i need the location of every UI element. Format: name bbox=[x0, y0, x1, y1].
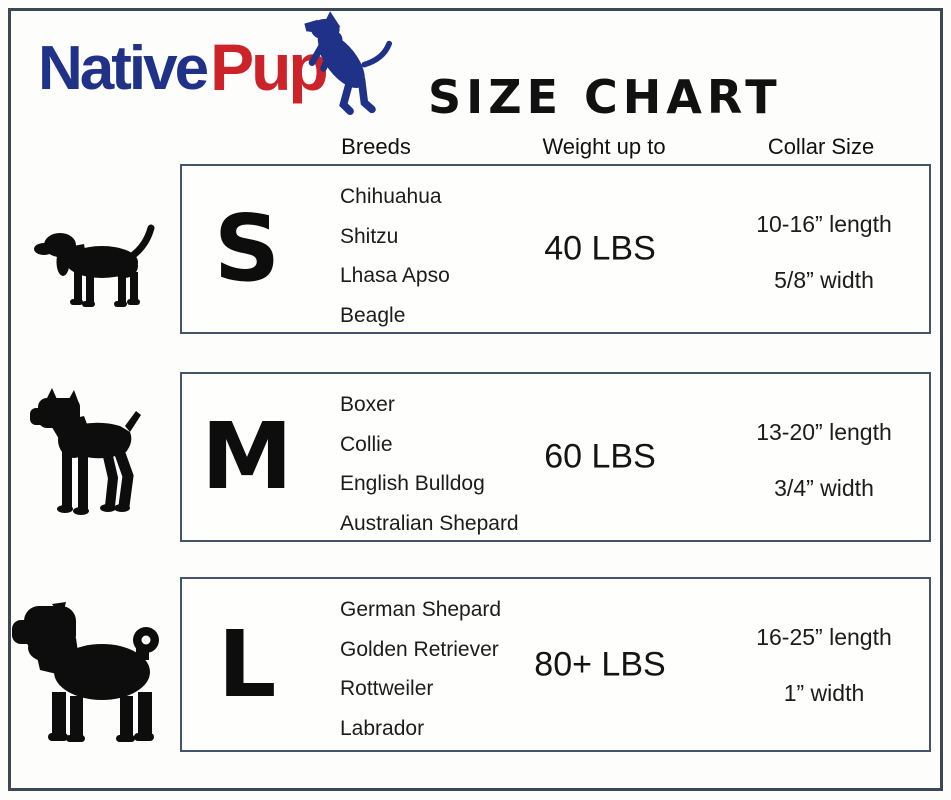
collar-size-large: 16-25” length 1” width bbox=[717, 579, 931, 750]
breed-item: Labrador bbox=[340, 716, 425, 740]
size-label-l: L bbox=[217, 610, 277, 718]
breed-item: Chihuahua bbox=[340, 185, 442, 208]
collar-width: 5/8” width bbox=[774, 267, 874, 293]
brand-logo: Native Pup bbox=[38, 30, 329, 104]
breed-item: Golden Retriever bbox=[340, 637, 499, 661]
collar-length: 16-25” length bbox=[756, 624, 892, 650]
collar-size-small: 10-16” length 5/8” width bbox=[717, 166, 931, 332]
collar-width: 1” width bbox=[783, 680, 865, 706]
brand-name-pup: Pup bbox=[210, 30, 329, 104]
breed-item: Australian Shepard bbox=[340, 511, 519, 535]
breeds-list-small: Chihuahua Shitzu Lhasa Apso Beagle bbox=[340, 177, 450, 335]
breed-item: English Bulldog bbox=[340, 472, 485, 495]
breed-item: Boxer bbox=[340, 393, 395, 416]
page-title: SIZE CHART bbox=[428, 70, 782, 124]
weight-value-medium: 60 LBS bbox=[544, 437, 656, 476]
brand-name-native: Native bbox=[38, 34, 209, 103]
breeds-list-medium: Boxer Collie English Bulldog Australian … bbox=[340, 385, 519, 543]
breeds-list-large: German Shepard Golden Retriever Rottweil… bbox=[340, 590, 501, 748]
shar-pei-silhouette-icon bbox=[12, 602, 159, 742]
page-border-frame bbox=[8, 8, 943, 791]
collar-size-medium: 13-20” length 3/4” width bbox=[717, 374, 931, 540]
breed-item: German Shepard bbox=[340, 598, 502, 621]
breed-item: Rottweiler bbox=[340, 677, 434, 700]
jumping-dog-logo-icon bbox=[304, 11, 392, 116]
size-row-small: S Chihuahua Shitzu Lhasa Apso Beagle 40 … bbox=[180, 164, 931, 334]
breed-item: Collie bbox=[340, 432, 393, 456]
size-row-large: L German Shepard Golden Retriever Rottwe… bbox=[180, 577, 931, 752]
weight-value-large: 80+ LBS bbox=[534, 645, 666, 683]
collar-width: 3/4” width bbox=[774, 475, 874, 501]
boxer-silhouette-icon bbox=[30, 388, 141, 515]
column-header-collar-size: Collar Size bbox=[767, 134, 875, 159]
weight-value-small: 40 LBS bbox=[544, 229, 656, 268]
size-label-s: S bbox=[213, 195, 281, 302]
collar-length: 10-16” length bbox=[756, 211, 892, 237]
breed-item: Shitzu bbox=[340, 224, 399, 248]
column-header-weight: Weight up to bbox=[542, 134, 666, 159]
breed-item: Lhasa Apso bbox=[340, 264, 450, 287]
size-row-medium: M Boxer Collie English Bulldog Australia… bbox=[180, 372, 931, 542]
column-header-breeds: Breeds bbox=[341, 134, 411, 159]
collar-length: 13-20” length bbox=[756, 419, 892, 445]
beagle-silhouette-icon bbox=[34, 224, 155, 307]
breed-item: Beagle bbox=[340, 303, 406, 327]
size-label-m: M bbox=[201, 403, 293, 510]
